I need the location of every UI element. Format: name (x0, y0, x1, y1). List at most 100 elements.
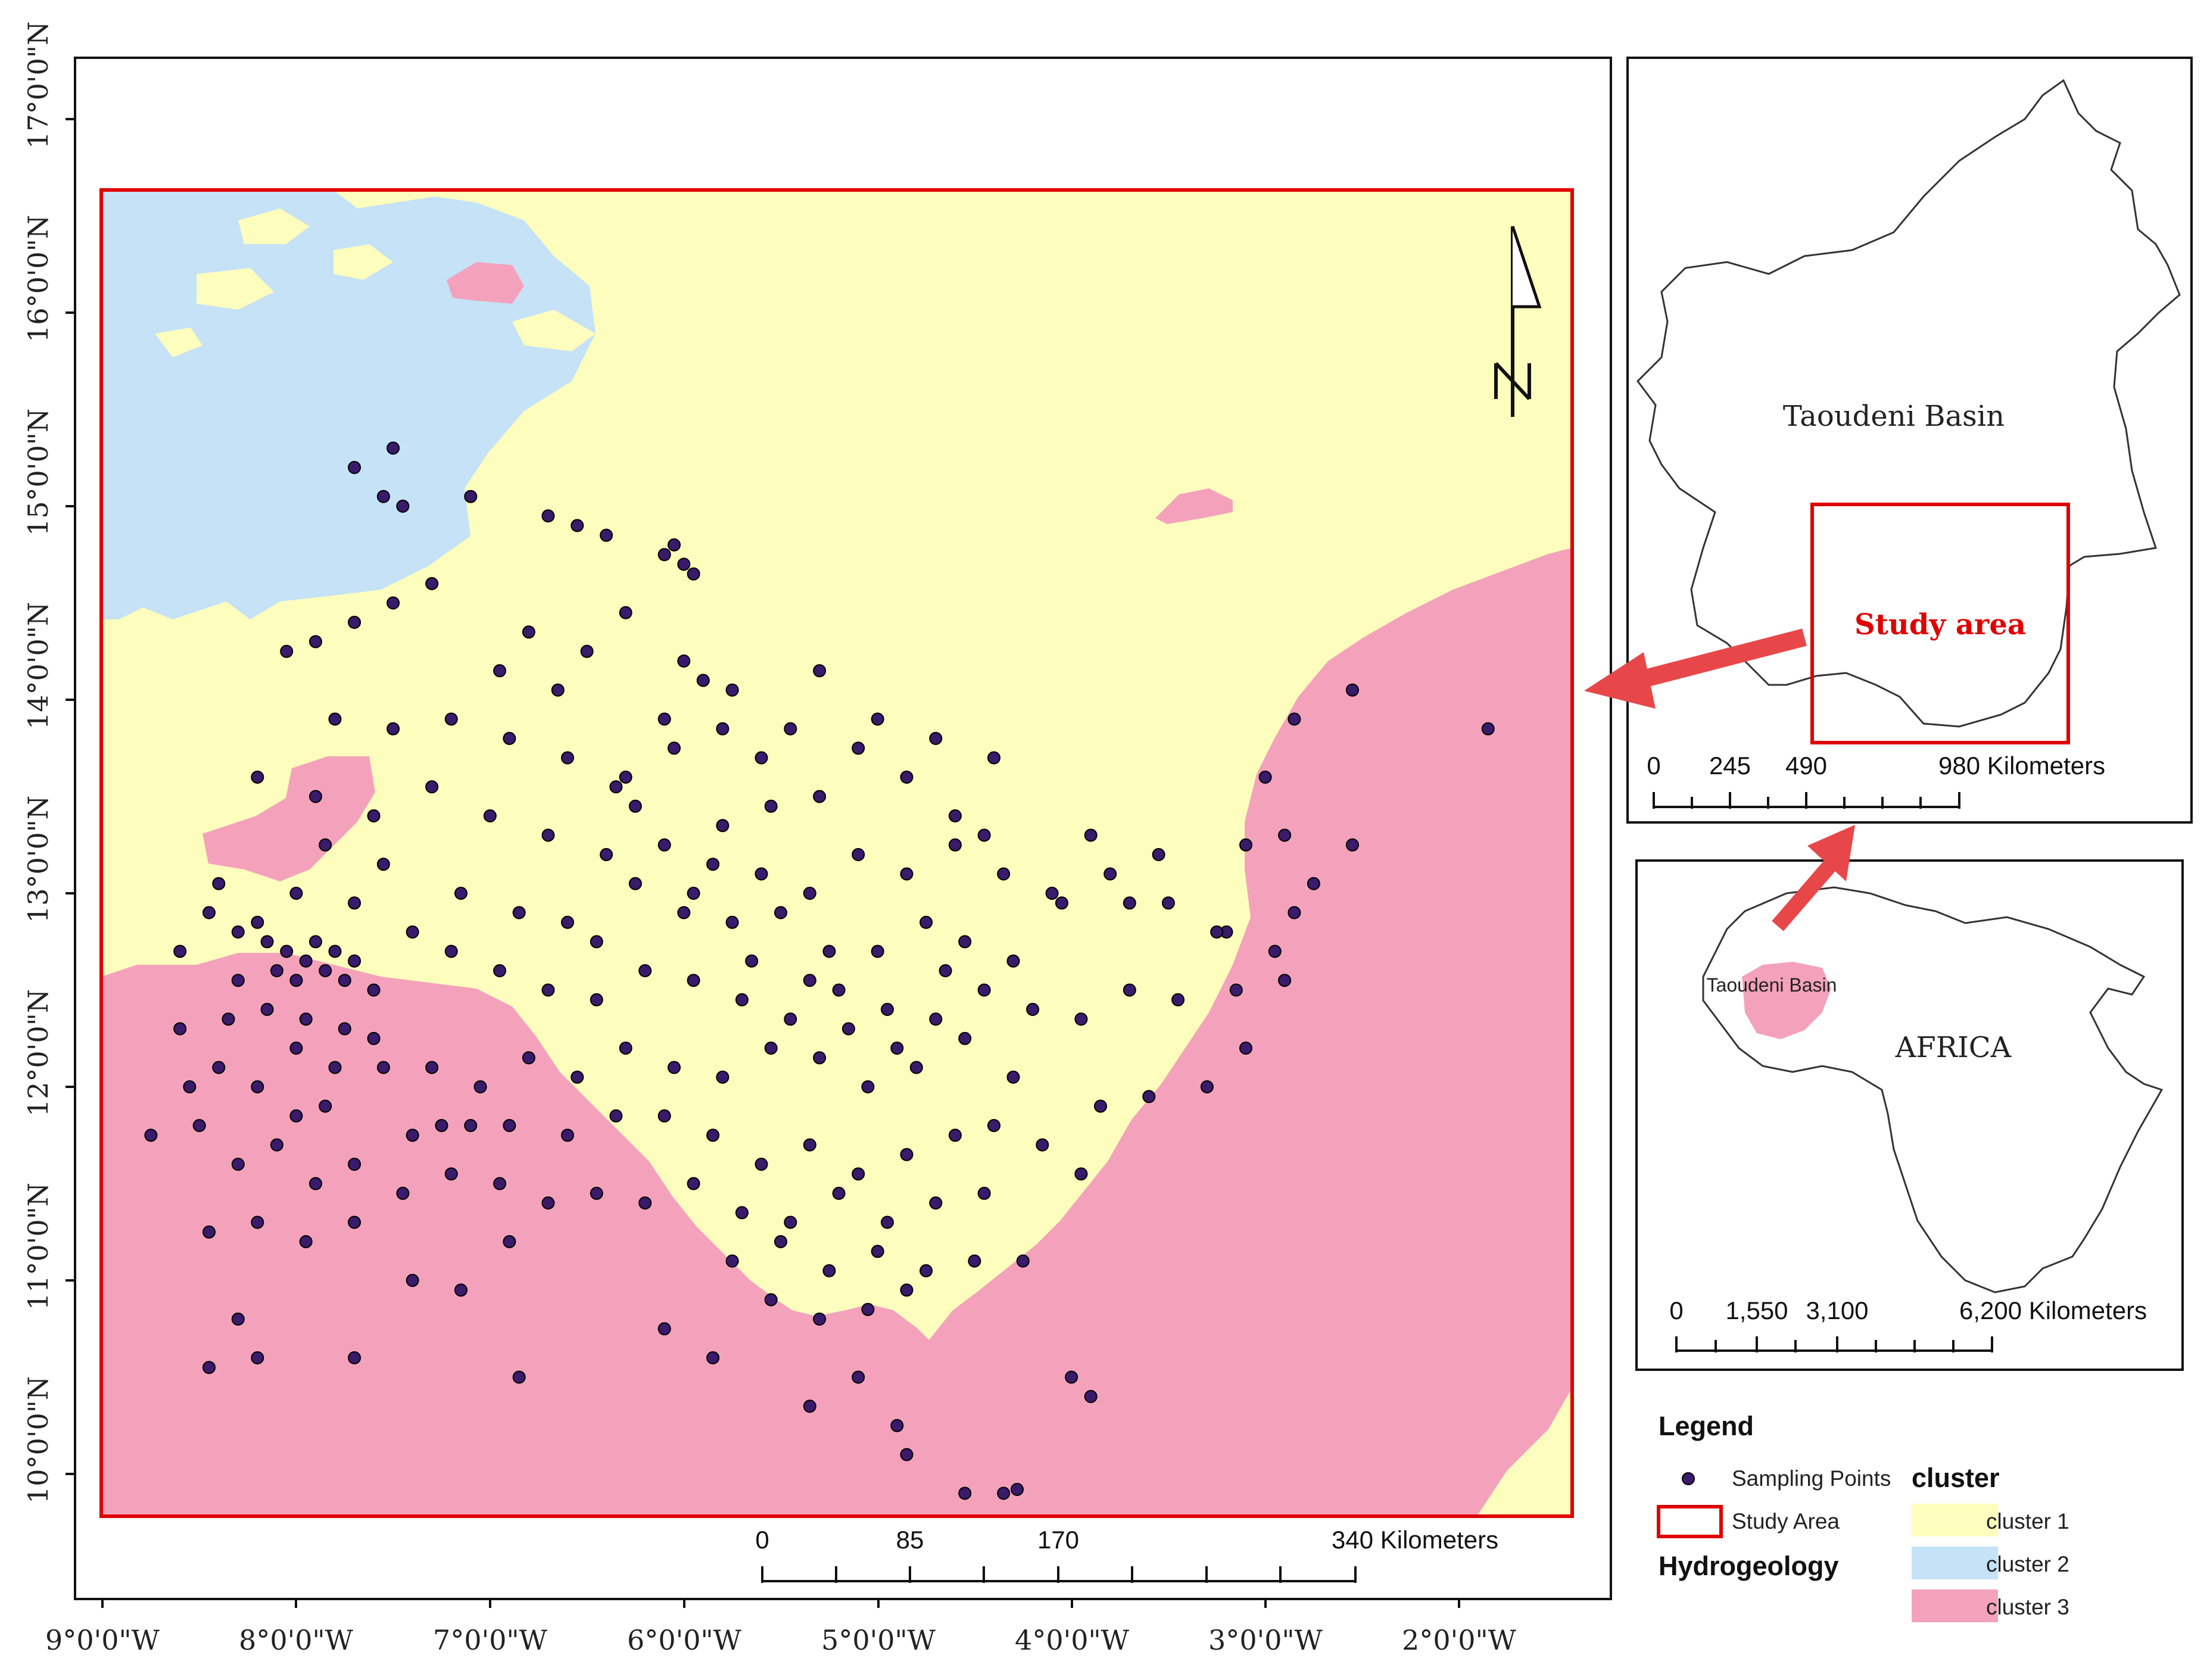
sampling-point (444, 1167, 458, 1181)
sampling-point (512, 1370, 526, 1384)
sampling-point (832, 1186, 846, 1200)
sampling-point (803, 887, 816, 900)
sampling-point (1346, 683, 1359, 697)
sampling-point (454, 887, 467, 900)
sampling-point (541, 828, 555, 842)
sampling-point (222, 1012, 235, 1026)
sampling-point (1229, 983, 1243, 997)
sampling-point (503, 1119, 516, 1132)
scale-label: 85 (896, 1526, 924, 1554)
sampling-point (425, 577, 439, 590)
cluster-3-area (101, 548, 1572, 1516)
sampling-point (735, 1206, 749, 1220)
sampling-point (977, 828, 991, 842)
sampling-point (871, 712, 884, 726)
sampling-point (609, 1109, 623, 1123)
sampling-point (822, 945, 836, 958)
sampling-point (1074, 1012, 1088, 1026)
sampling-point (958, 1031, 972, 1045)
sampling-point (1278, 974, 1292, 987)
lat-label: 10°0'0"N (22, 1376, 54, 1504)
sampling-point (735, 993, 749, 1006)
lat-label: 13°0'0"N (22, 796, 54, 923)
sampling-point (948, 809, 962, 822)
sampling-point (522, 1051, 535, 1065)
sampling-point (444, 712, 458, 726)
sampling-point (192, 1119, 206, 1132)
sampling-point (813, 1051, 827, 1065)
sampling-point (444, 945, 458, 958)
sampling-point (687, 974, 700, 987)
sampling-point (609, 780, 623, 794)
sampling-point (328, 712, 342, 726)
sampling-point (619, 771, 632, 784)
sampling-point (929, 1012, 943, 1026)
sampling-point (173, 945, 187, 958)
sampling-point (406, 1274, 419, 1287)
sampling-point (503, 732, 516, 745)
sampling-point (561, 1129, 574, 1142)
sampling-point (1065, 1370, 1078, 1384)
arrows (1584, 628, 1855, 931)
sampling-point (289, 974, 303, 987)
sampling-point (890, 1042, 904, 1055)
sampling-point (1307, 877, 1320, 890)
lon-label: 7°0'0"W (433, 1624, 548, 1656)
sampling-point (590, 1186, 603, 1200)
sampling-point (319, 1099, 332, 1113)
sampling-point (881, 1003, 894, 1016)
sampling-point (386, 441, 400, 455)
scale-label: 245 (1709, 752, 1751, 780)
lat-label: 11°0'0"N (22, 1183, 54, 1310)
sampling-point (900, 1283, 914, 1297)
lat-label: 14°0'0"N (22, 602, 54, 730)
sampling-point (852, 1370, 865, 1384)
legend-cluster-2: cluster 2 (1986, 1552, 2069, 1576)
sampling-point (958, 935, 972, 949)
lon-label: 5°0'0"W (821, 1624, 936, 1656)
scale-label: 3,100 (1806, 1296, 1868, 1324)
sampling-point (280, 945, 294, 958)
overview-study-area (1810, 503, 2070, 744)
sampling-point (309, 1177, 322, 1190)
sampling-point (1346, 838, 1359, 852)
legend-title: Legend (1659, 1411, 1754, 1441)
arrow-to-overview (1772, 855, 1840, 931)
sampling-point (600, 848, 613, 861)
sampling-point (852, 1167, 865, 1181)
sampling-point (803, 1138, 816, 1152)
sampling-point (309, 790, 322, 803)
sampling-point (251, 1351, 264, 1364)
sampling-point (619, 606, 632, 619)
study-area-outline (99, 188, 1574, 1518)
sampling-point (1055, 896, 1068, 910)
sampling-point (900, 1448, 914, 1461)
sampling-point (774, 906, 787, 920)
sampling-point (464, 490, 478, 503)
sampling-point (1036, 1138, 1049, 1152)
sampling-point (774, 1235, 787, 1248)
sampling-point (784, 1012, 797, 1026)
sampling-point (435, 1119, 448, 1132)
sampling-point (289, 1109, 303, 1123)
sampling-point (784, 722, 797, 735)
sampling-point (725, 683, 739, 697)
arrow-to-main-map (1629, 628, 1807, 691)
sampling-point (299, 1012, 313, 1026)
sampling-point (1084, 828, 1098, 842)
sampling-point (571, 1070, 584, 1084)
sampling-point (803, 974, 816, 987)
sampling-point (687, 1177, 700, 1190)
sampling-point (841, 1022, 855, 1036)
sampling-point (473, 1080, 487, 1093)
sampling-point (657, 1322, 671, 1336)
sampling-point (668, 1061, 681, 1074)
sampling-point (1210, 925, 1224, 939)
sampling-point (386, 596, 400, 610)
sampling-point (1074, 1167, 1088, 1181)
sampling-point (348, 954, 361, 968)
scale-label: 6,200 Kilometers (1959, 1296, 2147, 1324)
sampling-point (716, 1070, 730, 1084)
africa-map: Taoudeni Basin AFRICA 0 1,550 3,100 6,20… (1635, 859, 2184, 1371)
sampling-point (376, 1061, 390, 1074)
